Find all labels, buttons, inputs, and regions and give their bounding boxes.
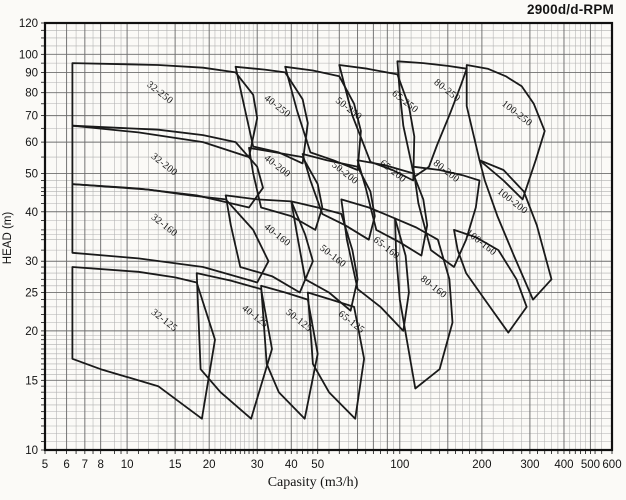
region-outline-100-200 bbox=[478, 159, 553, 301]
y-tick-label-25: 25 bbox=[25, 288, 38, 300]
region-label-100-250: 100-250 bbox=[499, 98, 534, 128]
region-label-65-125: 65-125 bbox=[336, 309, 367, 336]
y-tick-label-120: 120 bbox=[19, 18, 38, 30]
x-tick-label-10: 10 bbox=[121, 459, 134, 471]
region-outline-65-125 bbox=[306, 291, 365, 420]
region-outline-50-250 bbox=[284, 65, 362, 171]
x-tick-label-600: 600 bbox=[602, 459, 621, 471]
y-tick-label-100: 100 bbox=[19, 49, 38, 61]
x-tick-label-5: 5 bbox=[42, 459, 48, 471]
region-outline-40-250 bbox=[234, 65, 309, 165]
y-tick-label-80: 80 bbox=[25, 88, 38, 100]
x-tick-label-200: 200 bbox=[472, 459, 491, 471]
region-outline-65-160 bbox=[340, 198, 410, 332]
region-label-50-160: 50-160 bbox=[317, 243, 348, 270]
x-tick-label-15: 15 bbox=[169, 459, 182, 471]
y-tick-label-70: 70 bbox=[25, 111, 38, 123]
region-label-80-250: 80-250 bbox=[432, 77, 463, 104]
region-outline-100-250 bbox=[465, 64, 546, 201]
region-outline-50-125 bbox=[260, 284, 319, 420]
y-tick-label-10: 10 bbox=[25, 445, 38, 457]
y-tick-label-50: 50 bbox=[25, 168, 38, 180]
y-tick-label-30: 30 bbox=[25, 256, 38, 268]
y-tick-label-15: 15 bbox=[25, 375, 38, 387]
x-tick-label-50: 50 bbox=[311, 459, 324, 471]
x-tick-label-30: 30 bbox=[251, 459, 264, 471]
region-outline-50-160 bbox=[290, 200, 359, 312]
x-tick-label-7: 7 bbox=[82, 459, 88, 471]
region-outline-32-160 bbox=[71, 183, 270, 284]
x-tick-label-400: 400 bbox=[554, 459, 573, 471]
y-tick-label-90: 90 bbox=[25, 67, 38, 79]
region-outline-80-200 bbox=[412, 165, 481, 268]
region-outline-32-125 bbox=[71, 266, 216, 420]
region-outline-40-160 bbox=[224, 194, 314, 294]
y-tick-label-20: 20 bbox=[25, 326, 38, 338]
x-tick-label-500: 500 bbox=[581, 459, 600, 471]
y-tick-label-60: 60 bbox=[25, 137, 38, 149]
y-tick-label-40: 40 bbox=[25, 207, 38, 219]
x-tick-label-40: 40 bbox=[285, 459, 298, 471]
region-outline-32-250 bbox=[71, 62, 259, 158]
region-outline-80-250 bbox=[396, 60, 468, 178]
region-label-40-160: 40-160 bbox=[262, 222, 293, 249]
chart-title: 2900d/d-RPM bbox=[527, 2, 614, 17]
region-label-80-160: 80-160 bbox=[418, 274, 449, 301]
x-tick-label-20: 20 bbox=[203, 459, 216, 471]
region-label-65-160: 65-160 bbox=[371, 235, 402, 262]
y-axis-title: HEAD (m) bbox=[2, 211, 14, 265]
x-tick-label-300: 300 bbox=[520, 459, 539, 471]
x-tick-label-8: 8 bbox=[97, 459, 103, 471]
region-label-80-200: 80-200 bbox=[431, 158, 462, 185]
region-outline-80-160 bbox=[394, 217, 454, 390]
x-tick-label-6: 6 bbox=[63, 459, 69, 471]
region-outline-40-200 bbox=[248, 147, 324, 231]
plot-frame bbox=[43, 21, 614, 452]
x-axis-title: Capasity (m3/h) bbox=[267, 475, 359, 490]
region-outline-65-250 bbox=[338, 64, 416, 182]
region-outline-40-125 bbox=[195, 272, 273, 420]
region-outline-100-160 bbox=[453, 229, 528, 334]
x-tick-label-100: 100 bbox=[390, 459, 409, 471]
region-outline-50-200 bbox=[301, 153, 376, 241]
